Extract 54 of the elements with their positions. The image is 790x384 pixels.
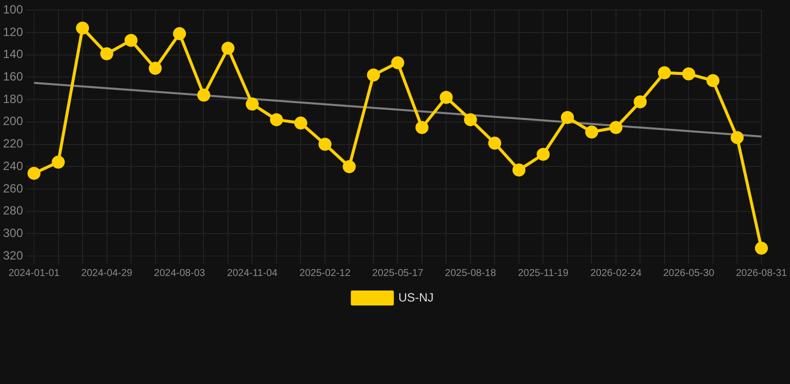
point <box>221 42 234 55</box>
point <box>100 47 114 60</box>
point <box>124 34 138 47</box>
point <box>270 113 283 126</box>
y-tick-label: 160 <box>2 70 24 84</box>
legend-label: US-NJ <box>398 290 434 304</box>
point <box>634 95 647 108</box>
y-tick-label: 120 <box>2 24 24 39</box>
point <box>536 148 550 161</box>
point <box>318 138 332 151</box>
point <box>730 131 744 144</box>
y-tick-label: 180 <box>2 92 24 106</box>
x-tick-label: 2026-08-31 <box>736 268 788 279</box>
point <box>197 88 210 102</box>
point <box>76 22 90 35</box>
y-tick-label: 320 <box>2 248 24 262</box>
y-tick-label: 260 <box>2 181 24 196</box>
point <box>706 74 720 88</box>
y-tick-label: 220 <box>2 136 24 151</box>
point <box>754 242 768 255</box>
x-tick-label: 2025-11-19 <box>518 268 569 279</box>
x-tick-label: 2026-05-30 <box>663 268 715 279</box>
x-tick-label: 2025-08-18 <box>444 268 496 279</box>
x-tick-label: 2024-08-03 <box>154 268 206 279</box>
point <box>52 156 65 169</box>
point <box>366 68 380 82</box>
x-tick-label: 2024-04-29 <box>81 268 133 279</box>
point <box>682 67 696 80</box>
point <box>415 121 428 134</box>
x-tick-label: 2024-11-04 <box>227 268 278 279</box>
y-tick-label: 200 <box>2 114 24 128</box>
point <box>585 125 598 138</box>
point <box>173 27 186 40</box>
point <box>512 163 526 176</box>
y-tick-label: 140 <box>2 47 24 62</box>
point <box>609 121 622 134</box>
point <box>560 110 574 124</box>
x-tick-label: 2026-02-24 <box>590 268 642 279</box>
point <box>148 62 162 75</box>
point <box>488 136 502 150</box>
point <box>294 116 308 130</box>
point <box>658 66 671 80</box>
point <box>464 113 477 126</box>
y-tick-label: 280 <box>2 204 24 218</box>
x-tick-label: 2024-01-01 <box>8 268 60 279</box>
point <box>440 90 453 104</box>
x-tick-label: 2025-05-17 <box>372 268 424 279</box>
y-tick-label: 100 <box>2 2 24 17</box>
point <box>391 56 404 70</box>
y-tick-label: 240 <box>2 158 24 173</box>
point <box>342 160 356 174</box>
y-tick-label: 300 <box>2 226 24 240</box>
x-tick-label: 2025-02-12 <box>299 268 351 279</box>
point <box>246 98 259 111</box>
